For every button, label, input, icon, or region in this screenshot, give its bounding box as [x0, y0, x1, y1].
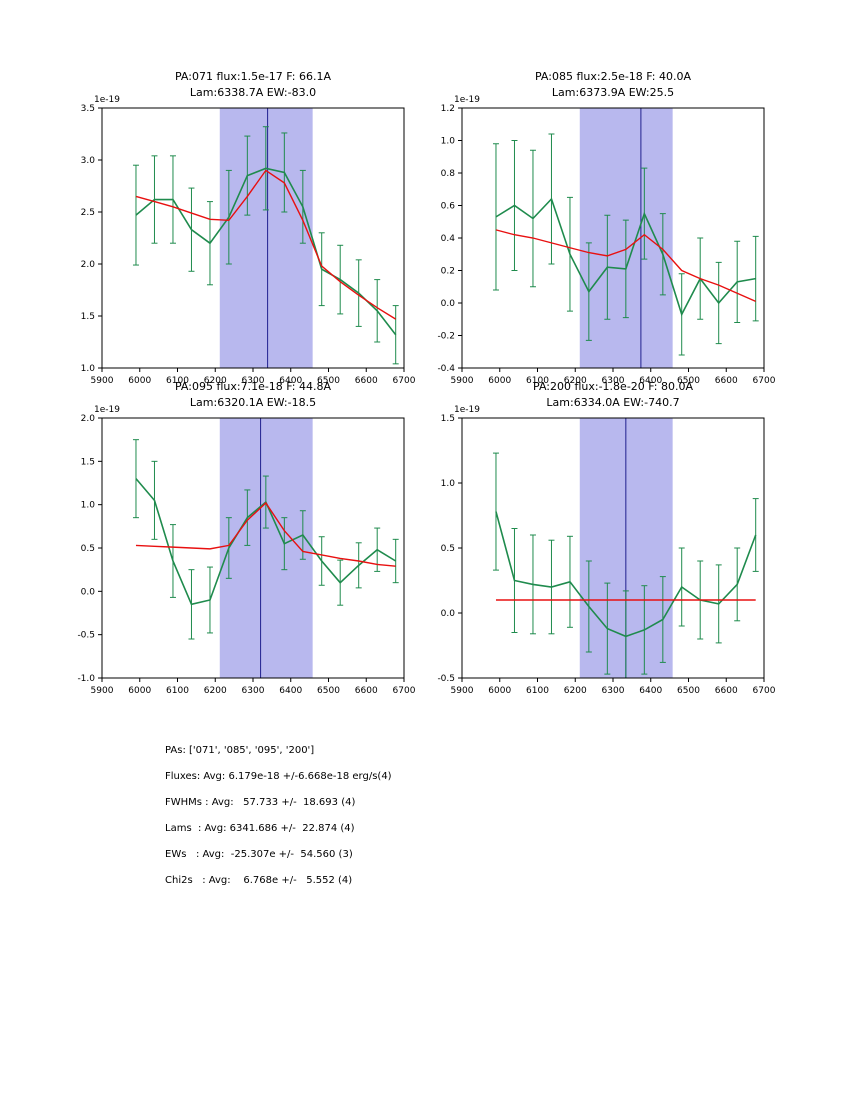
- y-tick-label: -1.0: [77, 674, 95, 684]
- y-tick-label: 0.5: [441, 544, 455, 554]
- x-tick-label: 6500: [677, 376, 700, 386]
- x-tick-label: 6600: [355, 686, 378, 696]
- y-tick-label: 0.8: [441, 169, 456, 179]
- summary-line-ews: EWs : Avg: -25.307e +/- 54.560 (3): [165, 849, 353, 860]
- y-tick-label: 1.5: [81, 312, 95, 322]
- y-tick-label: 1.0: [81, 364, 96, 374]
- y-axis-offset-label: 1e-19: [454, 95, 480, 105]
- y-tick-label: 2.0: [81, 260, 96, 270]
- x-tick-label: 6400: [639, 376, 662, 386]
- x-tick-label: 6100: [526, 686, 549, 696]
- x-tick-label: 6000: [128, 686, 151, 696]
- y-axis-offset-label: 1e-19: [454, 405, 480, 415]
- chart-title-line2: Lam:6320.1A EW:-18.5: [190, 396, 316, 409]
- x-tick-label: 5900: [451, 686, 474, 696]
- x-tick-label: 5900: [451, 376, 474, 386]
- chart-title-line2: Lam:6334.0A EW:-740.7: [546, 396, 679, 409]
- x-tick-label: 6100: [166, 376, 189, 386]
- summary-text-block: PAs: ['071', '085', '095', '200'] Fluxes…: [165, 738, 392, 894]
- x-tick-label: 6000: [488, 686, 511, 696]
- plot-content: [132, 439, 399, 640]
- fit-line: [135, 501, 396, 567]
- x-tick-label: 6100: [166, 686, 189, 696]
- y-tick-label: 1.2: [441, 104, 455, 114]
- x-tick-label: 6300: [602, 376, 625, 386]
- plot-content: [492, 452, 759, 678]
- y-tick-label: 1.5: [441, 414, 455, 424]
- fit-line: [135, 169, 397, 320]
- x-tick-label: 6000: [488, 376, 511, 386]
- y-tick-label: 0.0: [441, 299, 456, 309]
- x-tick-label: 6400: [639, 686, 662, 696]
- chart-title-line1: PA:071 flux:1.5e-17 F: 66.1A: [175, 70, 331, 83]
- x-tick-label: 6200: [564, 686, 587, 696]
- spectrum-chart-pa071: 5900 6000 6100 6200 6300 6400 6500 6600 6700 1.0 1…: [81, 70, 416, 386]
- x-tick-label: 6700: [393, 686, 416, 696]
- y-tick-label: 1.0: [441, 137, 456, 147]
- y-tick-label: 0.6: [441, 202, 456, 212]
- summary-line-fwhms: FWHMs : Avg: 57.733 +/- 18.693 (4): [165, 797, 356, 808]
- chart-title-line1: PA:085 flux:2.5e-18 F: 40.0A: [535, 70, 691, 83]
- y-axis-offset-label: 1e-19: [94, 405, 120, 415]
- x-tick-label: 6700: [393, 376, 416, 386]
- spectrum-chart-pa085: 5900 6000 6100 6200 6300 6400 6500 6600 6700 -0.4…: [437, 70, 776, 386]
- x-tick-label: 6200: [204, 376, 227, 386]
- x-tick-label: 6400: [279, 376, 302, 386]
- y-tick-label: 2.5: [81, 208, 95, 218]
- x-tick-label: 6100: [526, 376, 549, 386]
- summary-line-fluxes: Fluxes: Avg: 6.179e-18 +/-6.668e-18 erg/…: [165, 771, 392, 782]
- x-tick-label: 6600: [715, 686, 738, 696]
- x-tick-label: 6600: [715, 376, 738, 386]
- y-tick-label: 0.0: [441, 609, 456, 619]
- y-tick-label: 0.2: [441, 267, 455, 277]
- data-line: [495, 197, 756, 317]
- fit-line: [495, 229, 756, 303]
- y-tick-label: 1.5: [81, 457, 95, 467]
- x-tick-label: 6500: [317, 686, 340, 696]
- y-tick-label: 0.5: [81, 544, 95, 554]
- plot-content: [492, 133, 759, 356]
- x-tick-label: 6500: [677, 686, 700, 696]
- x-tick-label: 5900: [91, 686, 114, 696]
- chart-title-line1: PA:095 flux:7.1e-18 F: 44.8A: [175, 380, 331, 393]
- chart-title-line1: PA:200 flux:-1.8e-20 F: 80.0A: [533, 380, 693, 393]
- y-axis-offset-label: 1e-19: [94, 95, 120, 105]
- y-tick-label: 3.0: [81, 156, 96, 166]
- x-tick-label: 6700: [753, 686, 776, 696]
- x-tick-label: 5900: [91, 376, 114, 386]
- x-tick-label: 6600: [355, 376, 378, 386]
- y-tick-label: -0.4: [437, 364, 455, 374]
- x-tick-label: 6300: [242, 686, 265, 696]
- y-tick-label: 1.0: [441, 479, 456, 489]
- y-tick-label: 1.0: [81, 501, 96, 511]
- y-tick-label: -0.2: [437, 332, 455, 342]
- x-tick-label: 6400: [279, 686, 302, 696]
- y-tick-label: -0.5: [77, 631, 95, 641]
- spectrum-chart-pa200: 5900 6000 6100 6200 6300 6400 6500 6600 6700 -0.5…: [437, 380, 776, 696]
- x-tick-label: 6300: [602, 686, 625, 696]
- x-tick-label: 6300: [242, 376, 265, 386]
- summary-line-chi2s: Chi2s : Avg: 6.768e +/- 5.552 (4): [165, 875, 353, 886]
- summary-line-pas: PAs: ['071', '085', '095', '200']: [165, 745, 315, 756]
- x-tick-label: 6700: [753, 376, 776, 386]
- plot-content: [132, 126, 399, 365]
- highlight-band: [219, 418, 313, 678]
- x-tick-label: 6500: [317, 376, 340, 386]
- data-line: [495, 511, 757, 638]
- x-tick-label: 6200: [204, 686, 227, 696]
- x-tick-label: 6000: [128, 376, 151, 386]
- y-tick-label: 0.0: [81, 587, 96, 597]
- x-tick-label: 6200: [564, 376, 587, 386]
- chart-title-line2: Lam:6338.7A EW:-83.0: [190, 86, 316, 99]
- y-tick-label: -0.5: [437, 674, 455, 684]
- y-tick-label: 2.0: [81, 414, 96, 424]
- y-tick-label: 0.4: [441, 234, 456, 244]
- spectrum-chart-pa095: 5900 6000 6100 6200 6300 6400 6500 6600 6700 -1.0…: [77, 380, 416, 696]
- y-tick-label: 3.5: [81, 104, 95, 114]
- chart-title-line2: Lam:6373.9A EW:25.5: [552, 86, 674, 99]
- summary-line-lams: Lams : Avg: 6341.686 +/- 22.874 (4): [165, 823, 355, 834]
